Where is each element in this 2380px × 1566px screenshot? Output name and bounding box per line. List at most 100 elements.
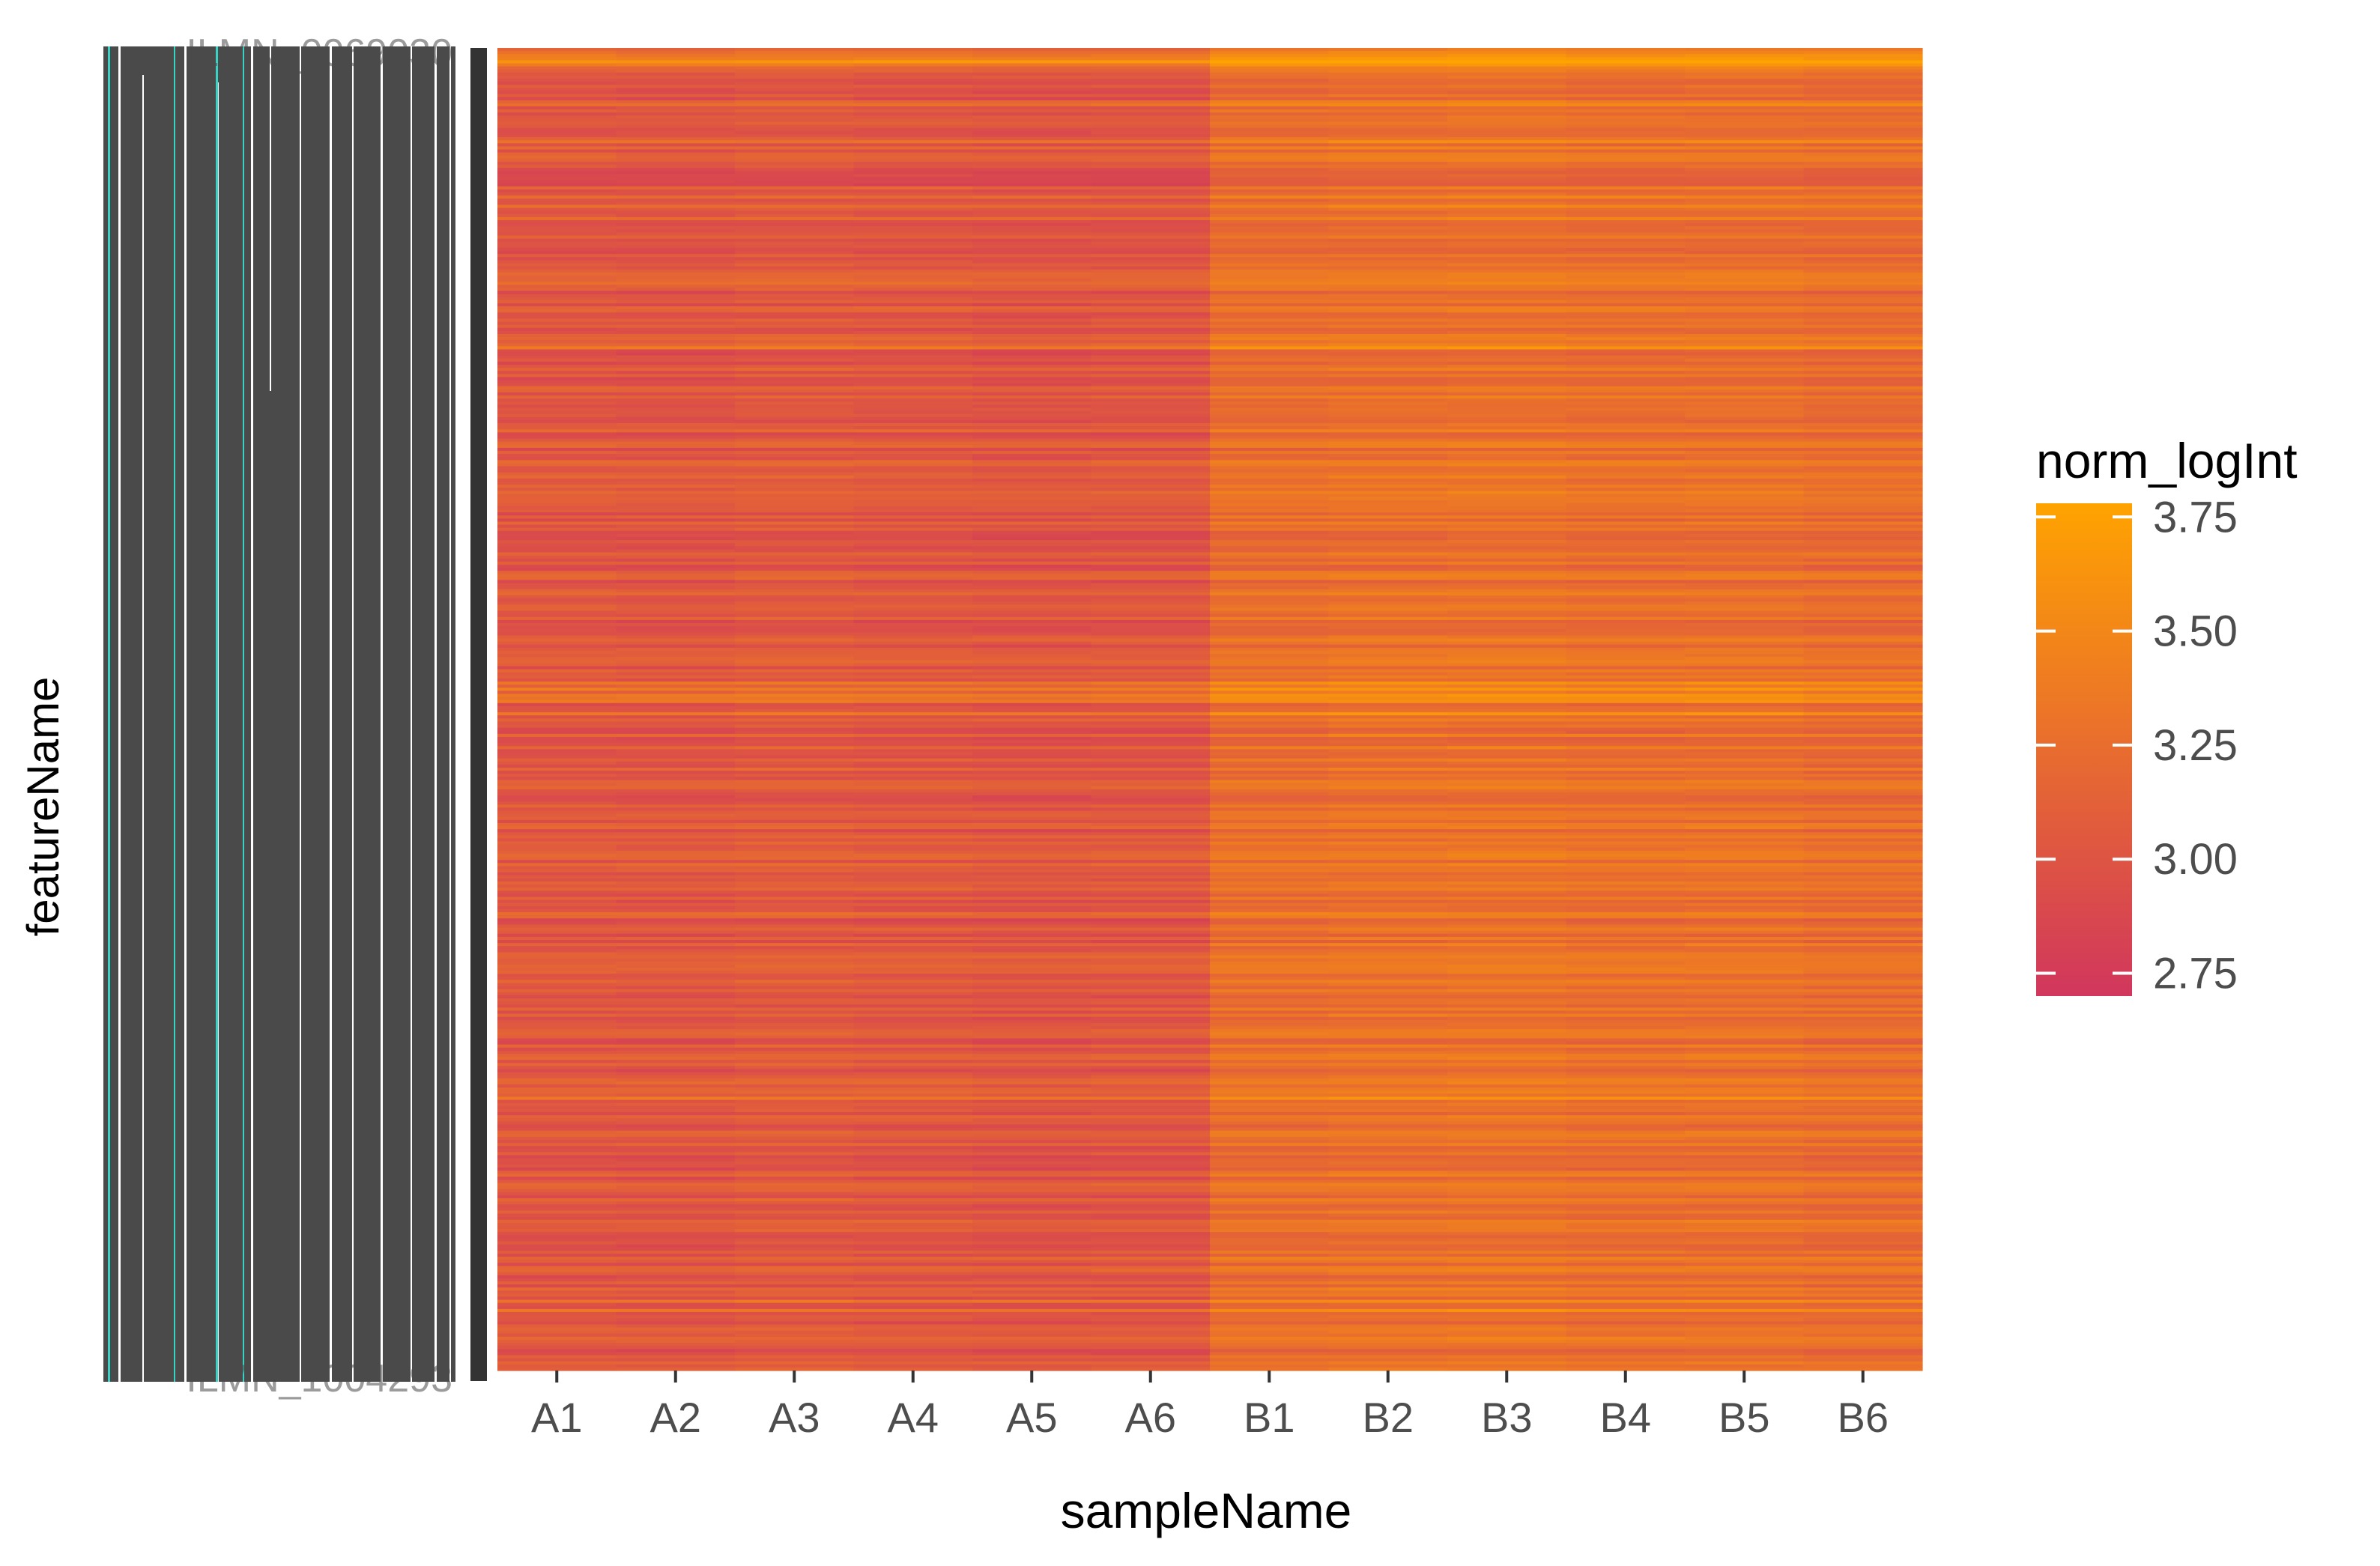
heatmap-cell bbox=[1328, 127, 1448, 132]
y-axis-title: featureName bbox=[18, 677, 68, 937]
heatmap-cell bbox=[1447, 512, 1567, 516]
heatmap-cell bbox=[1447, 1177, 1567, 1180]
heatmap-cell bbox=[1566, 423, 1686, 427]
heatmap-cell bbox=[1447, 72, 1567, 76]
heatmap-cell bbox=[1328, 1063, 1448, 1067]
heatmap-cell bbox=[972, 201, 1092, 206]
heatmap-cell bbox=[1566, 783, 1686, 787]
heatmap-cell bbox=[735, 1001, 855, 1005]
heatmap-cell bbox=[1091, 1115, 1211, 1119]
heatmap-cell bbox=[1091, 137, 1211, 141]
heatmap-cell bbox=[1328, 989, 1448, 993]
heatmap-cell bbox=[616, 764, 736, 768]
heatmap-cell bbox=[972, 441, 1092, 446]
heatmap-cell bbox=[1685, 386, 1805, 390]
heatmap-cell bbox=[1328, 361, 1448, 365]
heatmap-cell bbox=[853, 137, 973, 141]
heatmap-cell bbox=[853, 79, 973, 82]
heatmap-cell bbox=[1210, 924, 1330, 929]
heatmap-cell bbox=[1328, 1225, 1448, 1230]
heatmap-cell bbox=[735, 57, 855, 61]
heatmap-cell bbox=[1803, 441, 1923, 446]
heatmap-cell bbox=[616, 207, 736, 212]
heatmap-cell bbox=[1803, 482, 1923, 485]
heatmap-cell bbox=[735, 494, 855, 498]
heatmap-cell bbox=[497, 69, 617, 73]
heatmap-cell bbox=[735, 103, 855, 107]
heatmap-cell bbox=[1091, 721, 1211, 726]
heatmap-cell bbox=[1566, 247, 1686, 252]
heatmap-cell bbox=[1685, 586, 1805, 590]
heatmap-cell bbox=[1447, 583, 1567, 587]
heatmap-cell bbox=[1447, 921, 1567, 926]
heatmap-cell bbox=[735, 629, 855, 633]
heatmap-cell bbox=[1210, 51, 1330, 55]
heatmap-cell bbox=[497, 1050, 617, 1054]
heatmap-cell bbox=[1328, 503, 1448, 507]
heatmap-cell bbox=[1210, 641, 1330, 646]
heatmap-cell bbox=[616, 1219, 736, 1224]
heatmap-cell bbox=[1803, 558, 1923, 562]
heatmap-cell bbox=[616, 902, 736, 907]
heatmap-cell bbox=[1447, 918, 1567, 922]
heatmap-cell bbox=[853, 161, 973, 166]
heatmap-cell bbox=[497, 930, 617, 935]
heatmap-cell bbox=[853, 955, 973, 959]
heatmap-cell bbox=[1803, 168, 1923, 172]
heatmap-cell bbox=[1447, 1035, 1567, 1040]
heatmap-cell bbox=[616, 1060, 736, 1063]
heatmap-cell bbox=[972, 300, 1092, 304]
heatmap-cell bbox=[616, 137, 736, 141]
heatmap-cell bbox=[1210, 1247, 1330, 1251]
heatmap-cell bbox=[497, 764, 617, 768]
heatmap-cell bbox=[735, 1121, 855, 1126]
heatmap-cell bbox=[1566, 780, 1686, 784]
heatmap-cell bbox=[497, 285, 617, 288]
heatmap-cell bbox=[972, 946, 1092, 950]
heatmap-cell bbox=[735, 1343, 855, 1347]
heatmap-cell bbox=[1685, 395, 1805, 399]
heatmap-cell bbox=[1447, 727, 1567, 732]
heatmap-cell bbox=[1685, 908, 1805, 913]
heatmap-cell bbox=[497, 743, 617, 747]
heatmap-cell bbox=[735, 1127, 855, 1132]
heatmap-cell bbox=[616, 1302, 736, 1307]
heatmap-cell bbox=[972, 1272, 1092, 1276]
heatmap-cell bbox=[1566, 300, 1686, 304]
heatmap-cell bbox=[497, 482, 617, 485]
heatmap-cell bbox=[1328, 1161, 1448, 1165]
heatmap-cell bbox=[1328, 866, 1448, 870]
heatmap-cell bbox=[1447, 500, 1567, 504]
heatmap-cell bbox=[1328, 515, 1448, 519]
heatmap-cell bbox=[1566, 355, 1686, 359]
heatmap-cell bbox=[616, 1041, 736, 1045]
heatmap-cell bbox=[1210, 1269, 1330, 1273]
heatmap-cell bbox=[1328, 85, 1448, 88]
heatmap-cell bbox=[735, 847, 855, 852]
heatmap-cell bbox=[1210, 1339, 1330, 1344]
heatmap-cell bbox=[1210, 915, 1330, 919]
heatmap-cell bbox=[616, 79, 736, 82]
heatmap-cell bbox=[1091, 383, 1211, 387]
heatmap-cell bbox=[972, 807, 1092, 812]
heatmap-cell bbox=[1803, 712, 1923, 716]
heatmap-cell bbox=[1091, 269, 1211, 273]
heatmap-cell bbox=[1803, 702, 1923, 707]
heatmap-cell bbox=[1328, 146, 1448, 151]
heatmap-cell bbox=[1210, 1124, 1330, 1129]
heatmap-cell bbox=[972, 1346, 1092, 1350]
heatmap-cell bbox=[1566, 863, 1686, 867]
heatmap-cell bbox=[1566, 451, 1686, 455]
heatmap-cell bbox=[616, 783, 736, 787]
heatmap-cell bbox=[972, 1189, 1092, 1193]
heatmap-cell bbox=[1091, 1361, 1211, 1365]
heatmap-cell bbox=[1091, 1339, 1211, 1344]
heatmap-cell bbox=[1685, 109, 1805, 113]
heatmap-cell bbox=[735, 327, 855, 332]
heatmap-cell bbox=[1685, 1272, 1805, 1276]
heatmap-cell bbox=[1685, 946, 1805, 950]
heatmap-cell bbox=[497, 595, 617, 599]
heatmap-cell bbox=[1210, 822, 1330, 827]
heatmap-cell bbox=[735, 1198, 855, 1202]
heatmap-cell bbox=[853, 60, 973, 64]
